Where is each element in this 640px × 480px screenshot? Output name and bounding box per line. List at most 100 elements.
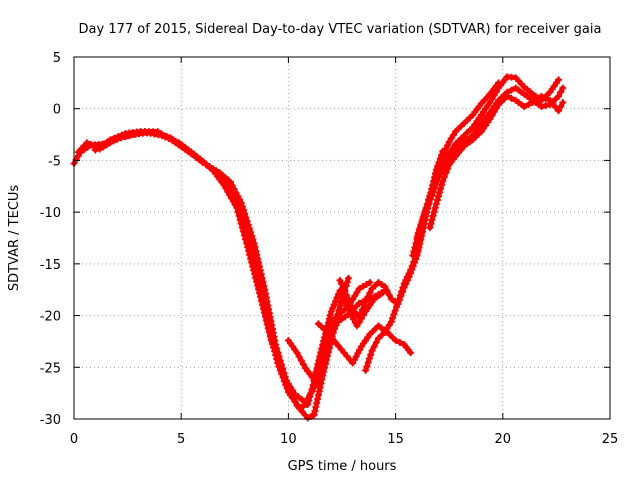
data-point-marker bbox=[337, 315, 345, 323]
series-line bbox=[71, 130, 351, 421]
x-tick-label: 0 bbox=[70, 432, 78, 447]
data-point-marker bbox=[316, 383, 324, 391]
data-point-marker bbox=[233, 204, 241, 212]
data-point-marker bbox=[114, 133, 122, 141]
data-point-marker bbox=[363, 363, 371, 370]
data-point-marker bbox=[252, 274, 260, 282]
data-point-marker bbox=[161, 132, 169, 140]
data-point-marker bbox=[492, 104, 500, 112]
data-point-marker bbox=[442, 169, 450, 177]
data-point-marker bbox=[271, 347, 279, 355]
data-point-marker bbox=[389, 314, 397, 322]
data-point-marker bbox=[291, 390, 299, 398]
data-point-marker bbox=[422, 204, 430, 212]
x-tick-label: 20 bbox=[495, 432, 512, 447]
data-point-marker bbox=[332, 297, 340, 305]
y-tick-label: -20 bbox=[40, 310, 61, 325]
data-point-marker bbox=[265, 329, 273, 336]
x-axis-title: GPS time / hours bbox=[288, 459, 397, 474]
data-point-marker bbox=[439, 177, 447, 185]
data-point-marker bbox=[559, 84, 567, 92]
data-point-marker bbox=[442, 145, 450, 153]
data-point-marker bbox=[329, 328, 337, 336]
data-point-marker bbox=[336, 276, 344, 284]
data-point-marker bbox=[488, 111, 496, 119]
data-point-marker bbox=[367, 351, 375, 359]
data-point-marker bbox=[428, 216, 436, 224]
data-point-marker bbox=[106, 136, 114, 144]
data-point-marker bbox=[372, 339, 380, 346]
data-point-marker bbox=[260, 309, 268, 317]
data-point-marker bbox=[396, 339, 404, 346]
data-point-marker bbox=[559, 99, 567, 106]
data-point-marker bbox=[257, 293, 264, 301]
data-point-marker bbox=[542, 102, 550, 110]
data-point-marker bbox=[253, 278, 261, 286]
data-point-marker bbox=[366, 289, 374, 297]
data-point-marker bbox=[426, 224, 434, 232]
data-point-marker bbox=[435, 173, 442, 181]
data-point-marker bbox=[557, 88, 565, 96]
data-point-marker bbox=[299, 360, 307, 368]
data-point-marker bbox=[418, 216, 426, 224]
data-point-marker bbox=[317, 348, 325, 356]
data-point-marker bbox=[256, 289, 263, 297]
data-point-marker bbox=[270, 344, 278, 352]
data-point-marker bbox=[365, 355, 373, 363]
data-point-marker bbox=[396, 291, 404, 299]
data-point-marker bbox=[346, 298, 353, 306]
axis-ticks: 0 5 10 15 20 25 5 0 -5 -10 -15 -20 -25 -30 bbox=[40, 51, 619, 447]
data-point-marker bbox=[237, 220, 245, 228]
data-point-marker bbox=[537, 92, 545, 100]
data-point-marker bbox=[393, 303, 400, 311]
data-point-marker bbox=[277, 366, 285, 374]
data-point-marker bbox=[293, 349, 301, 357]
data-point-marker bbox=[295, 353, 303, 361]
data-point-marker bbox=[341, 287, 349, 295]
x-tick-label: 5 bbox=[177, 432, 185, 447]
data-point-marker bbox=[273, 355, 281, 363]
data-point-marker bbox=[383, 287, 391, 295]
data-point-marker bbox=[302, 399, 310, 406]
data-point-marker bbox=[308, 387, 316, 395]
data-point-marker bbox=[423, 200, 431, 208]
data-point-marker bbox=[370, 343, 378, 351]
data-point-marker bbox=[439, 152, 447, 160]
plot-frame bbox=[73, 56, 611, 420]
data-point-marker bbox=[379, 289, 387, 297]
data-point-marker bbox=[435, 192, 442, 200]
data-point-marker bbox=[318, 344, 326, 352]
data-point-marker bbox=[325, 315, 333, 323]
data-point-marker bbox=[353, 322, 361, 330]
data-point-marker bbox=[242, 235, 249, 243]
x-tick-label: 15 bbox=[387, 432, 404, 447]
series-line bbox=[92, 129, 388, 405]
data-point-marker bbox=[364, 359, 372, 366]
y-tick-label: 5 bbox=[53, 51, 61, 66]
data-point-marker bbox=[332, 321, 340, 329]
data-point-marker bbox=[408, 262, 416, 270]
data-point-marker bbox=[311, 372, 319, 380]
data-point-marker bbox=[433, 196, 441, 204]
data-point-marker bbox=[436, 189, 444, 196]
data-point-marker bbox=[157, 130, 165, 138]
data-point-marker bbox=[557, 103, 565, 111]
data-point-marker bbox=[420, 212, 427, 220]
data-point-marker bbox=[387, 318, 395, 326]
data-point-marker bbox=[313, 399, 321, 407]
data-point-marker bbox=[555, 76, 562, 84]
data-point-marker bbox=[360, 301, 368, 309]
data-point-marker bbox=[428, 188, 435, 196]
data-point-marker bbox=[414, 229, 422, 237]
data-point-marker bbox=[357, 310, 365, 317]
y-tick-label: 0 bbox=[53, 103, 61, 118]
data-point-marker bbox=[312, 380, 320, 388]
data-point-marker bbox=[268, 340, 276, 348]
data-point-marker bbox=[327, 307, 335, 315]
x-tick-label: 25 bbox=[602, 432, 619, 447]
data-point-marker bbox=[355, 299, 363, 307]
data-point-marker bbox=[342, 291, 350, 299]
data-point-marker bbox=[235, 212, 243, 220]
data-point-marker bbox=[421, 208, 429, 216]
